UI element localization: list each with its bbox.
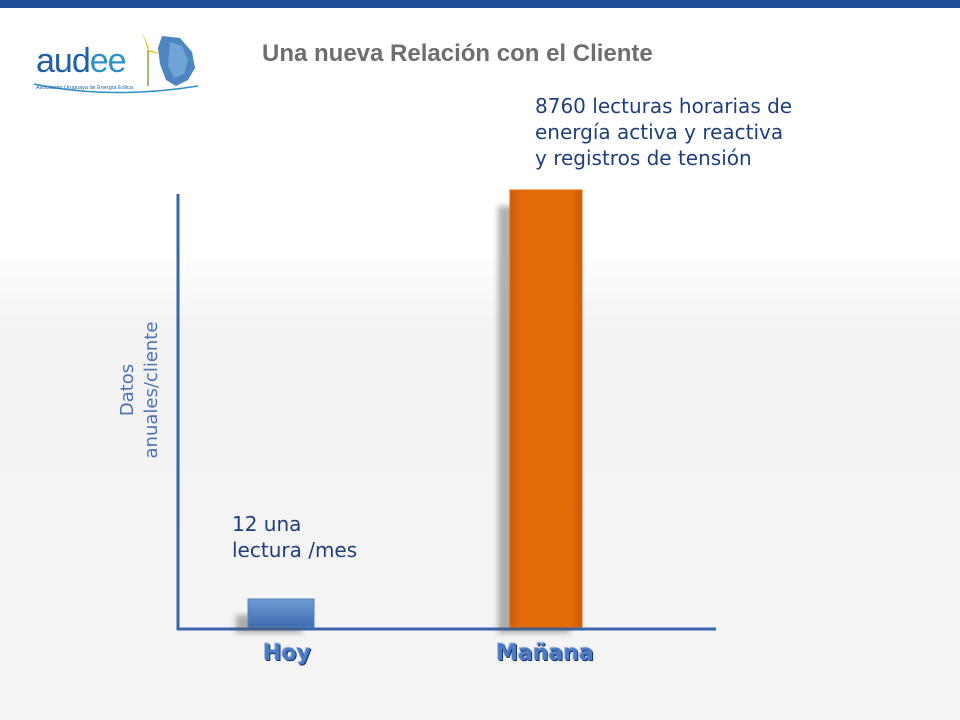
y-axis-label: Datos anuales/cliente bbox=[116, 300, 164, 480]
y-axis-label-line-2: anuales/cliente bbox=[141, 321, 162, 459]
annotation-manana-line-1: 8760 lecturas horarias de bbox=[535, 94, 793, 118]
slide-background bbox=[0, 100, 960, 720]
annotation-manana-line-3: y registros de tensión bbox=[535, 146, 752, 170]
y-axis-label-line-1: Datos bbox=[117, 363, 138, 417]
x-tick-label-manana: Mañana bbox=[496, 641, 594, 666]
logo: audee Asociación Uruguaya de Energía Eól… bbox=[30, 28, 200, 100]
page-title: Una nueva Relación con el Cliente bbox=[262, 40, 653, 67]
annotation-manana-line-2: energía activa y reactiva bbox=[535, 120, 784, 144]
logo-graphic bbox=[33, 32, 199, 94]
bar-manana bbox=[509, 189, 583, 628]
annotation-hoy-line-1: 12 una bbox=[232, 512, 302, 536]
annotation-manana: 8760 lecturas horarias de energía activa… bbox=[535, 93, 855, 171]
logo-subtitle: Asociación Uruguaya de Energía Eólica bbox=[36, 85, 133, 91]
bar-hoy bbox=[247, 598, 315, 628]
uruguay-map-icon bbox=[158, 36, 195, 86]
annotation-hoy-line-2: lectura /mes bbox=[232, 538, 358, 562]
annotation-hoy: 12 una lectura /mes bbox=[232, 511, 432, 563]
x-tick-label-hoy: Hoy bbox=[263, 641, 311, 666]
logo-wordmark: audee bbox=[36, 42, 127, 80]
top-accent-bar bbox=[0, 0, 960, 8]
